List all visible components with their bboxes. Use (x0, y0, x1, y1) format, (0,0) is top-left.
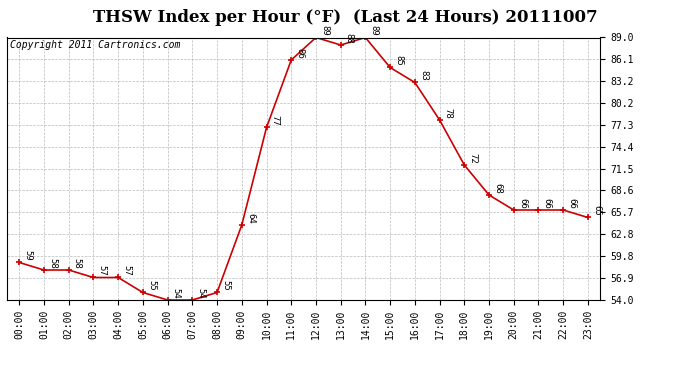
Text: 66: 66 (567, 198, 576, 208)
Text: 85: 85 (394, 56, 403, 66)
Text: 66: 66 (518, 198, 527, 208)
Text: 55: 55 (147, 280, 156, 291)
Text: Copyright 2011 Cartronics.com: Copyright 2011 Cartronics.com (10, 40, 180, 50)
Text: 58: 58 (48, 258, 57, 268)
Text: 88: 88 (345, 33, 354, 44)
Text: 58: 58 (73, 258, 82, 268)
Text: 57: 57 (122, 266, 131, 276)
Text: 77: 77 (270, 116, 279, 126)
Text: 65: 65 (592, 206, 601, 216)
Text: 64: 64 (246, 213, 255, 223)
Text: 54: 54 (197, 288, 206, 298)
Text: THSW Index per Hour (°F)  (Last 24 Hours) 20111007: THSW Index per Hour (°F) (Last 24 Hours)… (92, 9, 598, 26)
Text: 89: 89 (370, 26, 379, 36)
Text: 89: 89 (320, 26, 329, 36)
Text: 86: 86 (295, 48, 304, 58)
Text: 78: 78 (444, 108, 453, 118)
Text: 55: 55 (221, 280, 230, 291)
Text: 72: 72 (469, 153, 477, 164)
Text: 66: 66 (542, 198, 551, 208)
Text: 54: 54 (172, 288, 181, 298)
Text: 59: 59 (23, 251, 32, 261)
Text: 83: 83 (419, 70, 428, 81)
Text: 68: 68 (493, 183, 502, 194)
Text: 57: 57 (97, 266, 106, 276)
